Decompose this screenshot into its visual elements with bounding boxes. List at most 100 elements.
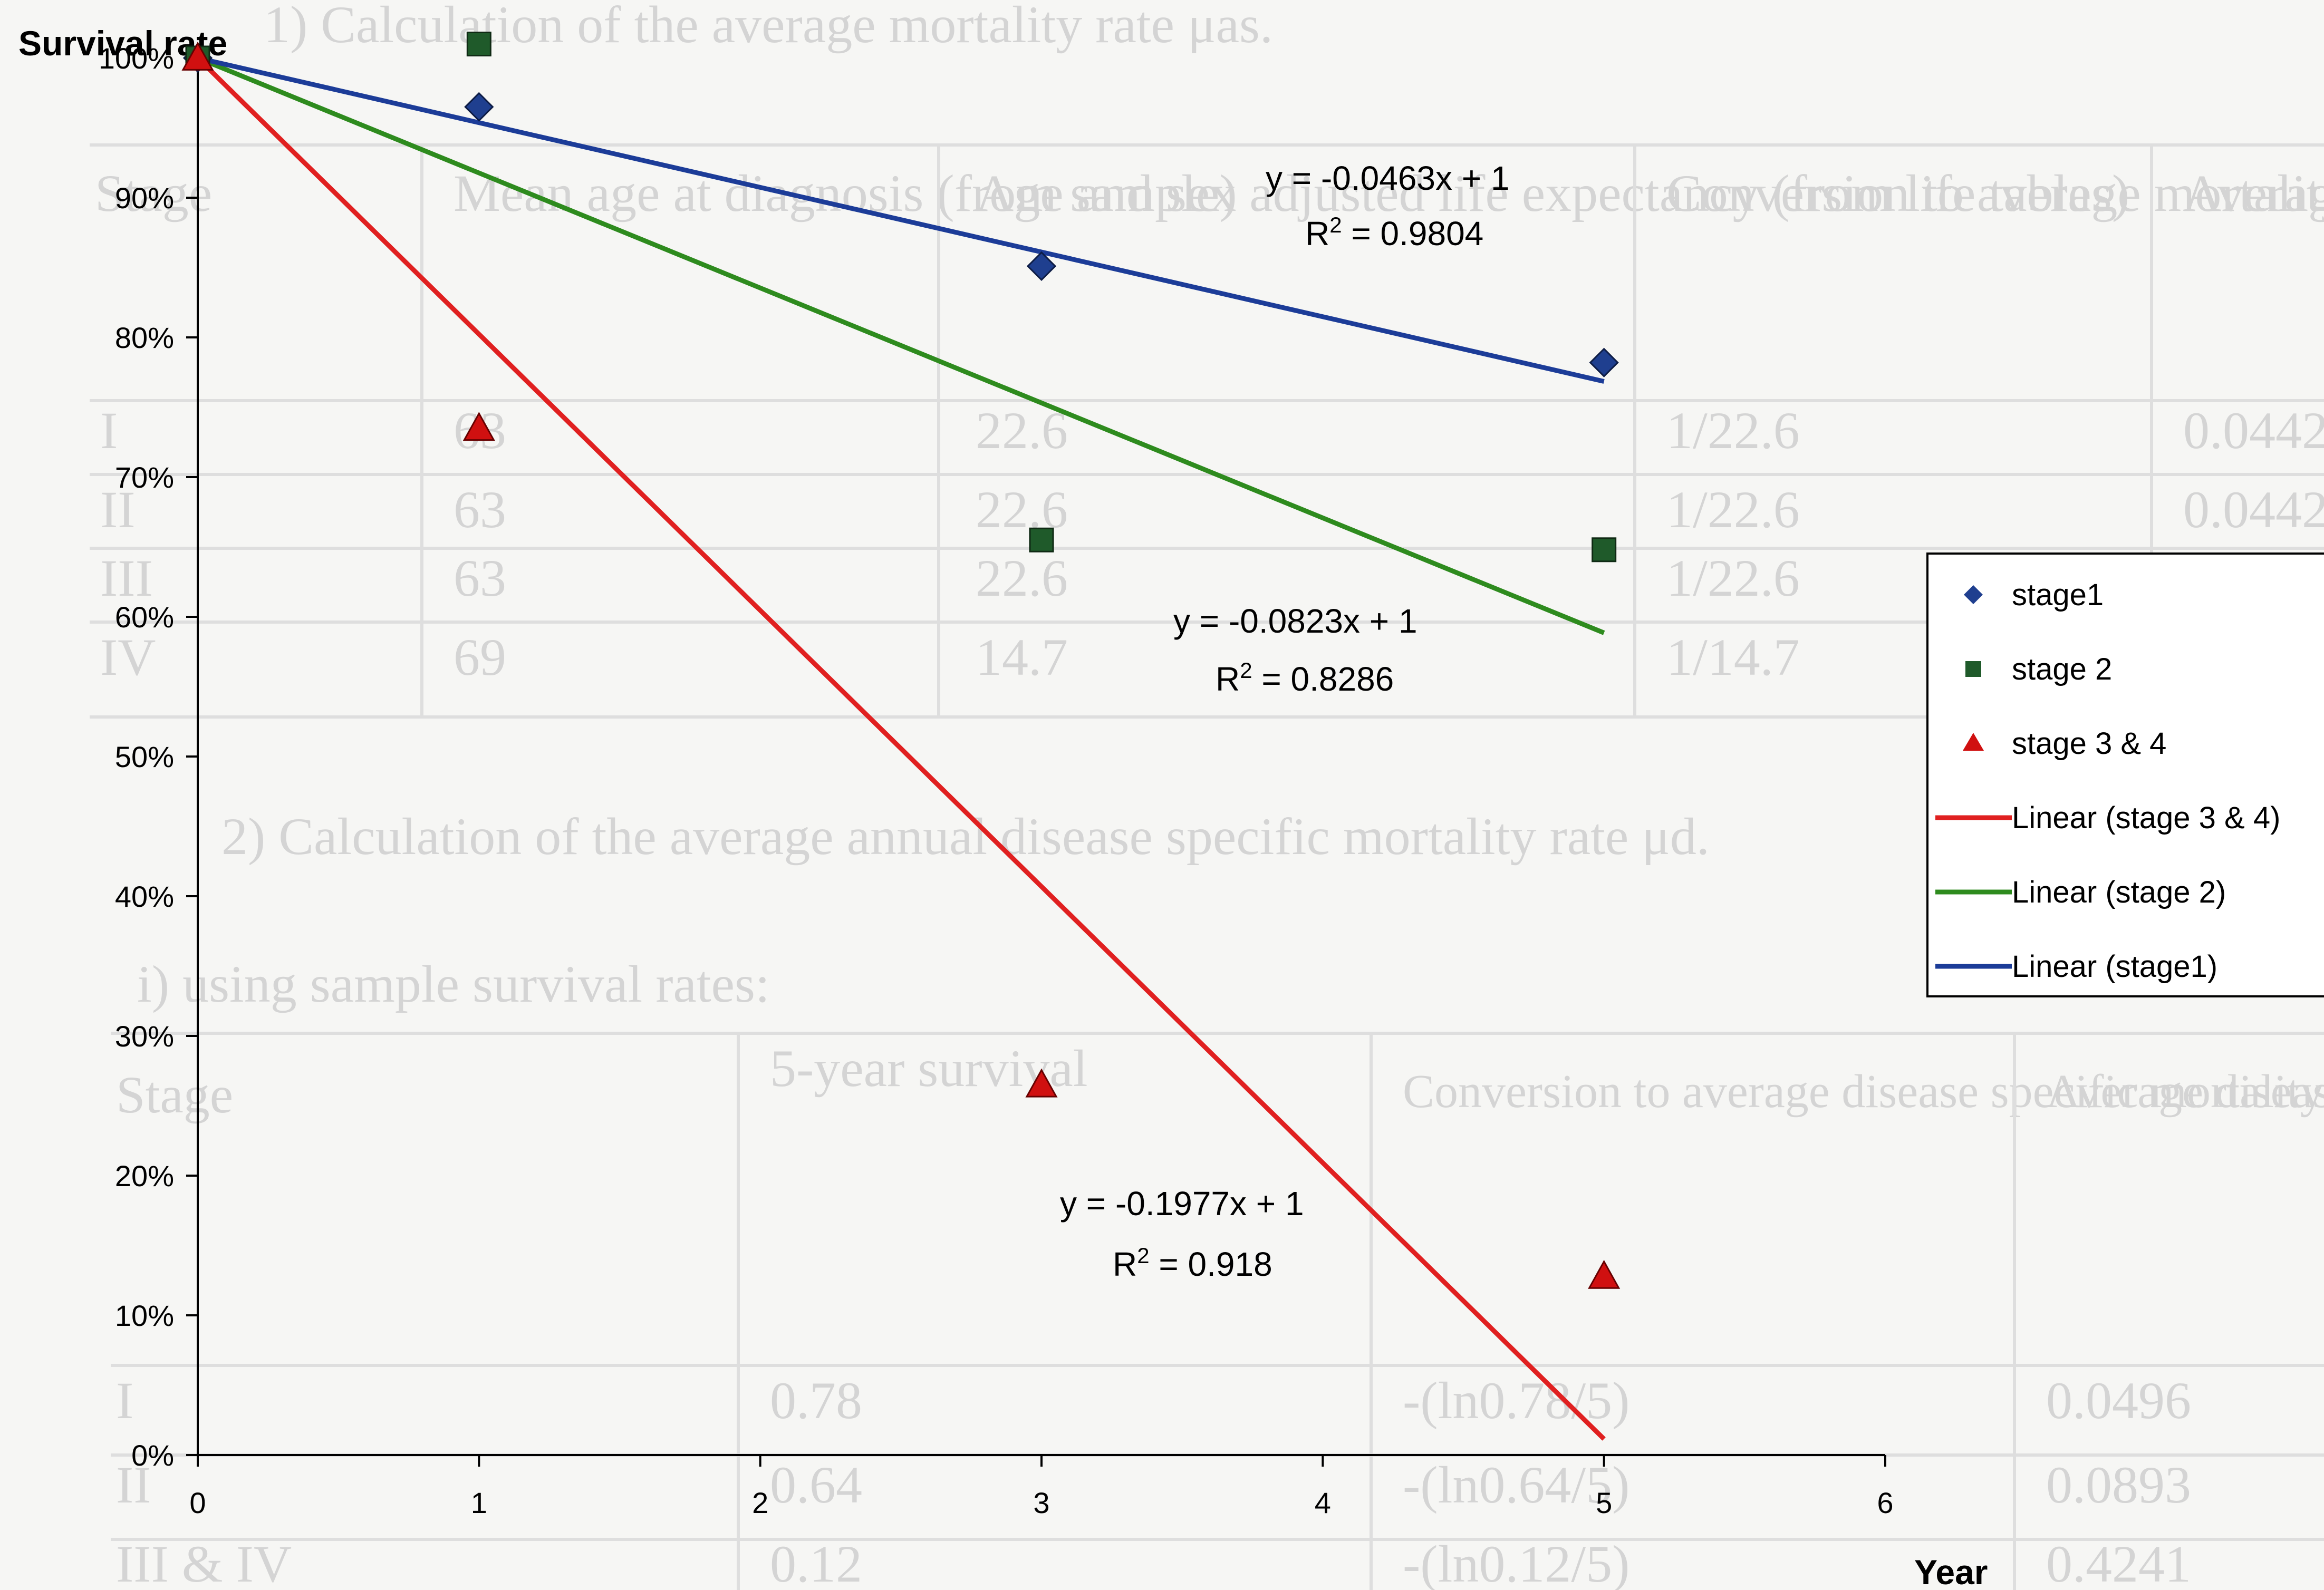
background-text: -(ln0.78/5): [1403, 1371, 1629, 1430]
x-axis-title: Year: [1914, 1553, 1988, 1590]
legend-marker-triangle: [1963, 733, 1984, 751]
background-text: 1/22.6: [1666, 480, 1800, 539]
legend-marker-diamond: [1964, 585, 1983, 604]
background-text: Conversion to average mortality rate: [1666, 164, 2324, 222]
background-text: Age and sex adjusted life expectancy (fr…: [976, 164, 2129, 222]
y-tick-label: 0%: [131, 1439, 174, 1472]
x-tick-label: 4: [1315, 1486, 1331, 1519]
y-tick-label: 70%: [115, 461, 174, 494]
background-text: II: [116, 1456, 151, 1514]
x-tick-label: 5: [1596, 1486, 1612, 1519]
trendline: [197, 55, 1605, 384]
x-tick-label: 1: [471, 1486, 487, 1519]
background-text: 63: [454, 549, 506, 607]
x-tick-label: 3: [1033, 1486, 1049, 1519]
y-tick-label: 20%: [115, 1159, 174, 1192]
trendline: [196, 56, 1606, 1441]
background-text: 0.78: [770, 1371, 862, 1430]
background-text: 0.4241: [2046, 1535, 2191, 1590]
data-point: [464, 92, 494, 122]
y-tick-label: 50%: [115, 740, 174, 773]
background-text: 1/14.7: [1666, 628, 1800, 686]
y-tick-label: 40%: [115, 880, 174, 913]
y-tick-label: 100%: [99, 42, 174, 75]
background-text: 0.0442: [2183, 401, 2324, 460]
background-text: III: [100, 549, 153, 607]
background-text: 1) Calculation of the average mortality …: [264, 0, 1273, 54]
data-point: [462, 412, 495, 441]
background-text: 0.0442: [2183, 480, 2324, 539]
r-squared-exponent: 2: [1137, 1243, 1149, 1268]
legend-label: Linear (stage1): [2012, 949, 2217, 984]
x-tick-label: 0: [189, 1486, 206, 1519]
trendline-equation: y = -0.0463x + 1: [1266, 159, 1510, 197]
background-text: i) using sample survival rates:: [137, 955, 770, 1013]
r-squared-symbol: R: [1216, 660, 1240, 698]
background-text: -(ln0.64/5): [1403, 1456, 1629, 1514]
trendline: [197, 55, 1605, 635]
y-tick-label: 60%: [115, 600, 174, 634]
r-squared-value: = 0.8286: [1252, 660, 1394, 698]
background-text: 0.12: [770, 1535, 862, 1590]
background-text: 2) Calculation of the average annual dis…: [221, 807, 1710, 866]
background-text: Stage: [95, 164, 212, 222]
r-squared-exponent: 2: [1240, 658, 1252, 683]
background-text: Conversion to average disease specific m…: [1403, 1065, 2324, 1118]
background-text: 22.6: [976, 480, 1068, 539]
r-squared-symbol: R: [1113, 1245, 1137, 1283]
background-text: Mean age at diagnosis (from sample): [454, 164, 1237, 222]
trendline-equation: y = -0.0823x + 1: [1173, 602, 1417, 640]
data-point: [1026, 251, 1057, 281]
background-text: 22.6: [976, 549, 1068, 607]
y-tick-label: 80%: [115, 321, 174, 354]
legend-marker-square: [1965, 661, 1981, 677]
r-squared-value: = 0.918: [1150, 1245, 1272, 1283]
trendline-r-squared: R2 = 0.8286: [1216, 658, 1394, 698]
data-point: [1589, 347, 1619, 377]
y-tick-label: 10%: [115, 1299, 174, 1332]
trendline-r-squared: R2 = 0.918: [1113, 1243, 1272, 1283]
legend-label: Linear (stage 3 & 4): [2012, 801, 2280, 835]
background-text: 14.7: [976, 628, 1068, 686]
data-point: [1029, 527, 1054, 552]
background-text: IV: [100, 628, 156, 686]
trendline-r-squared: R2 = 0.9804: [1305, 212, 1483, 253]
background-text: 22.6: [976, 401, 1068, 460]
background-text: 0.64: [770, 1456, 862, 1514]
legend-box: [1926, 552, 2324, 997]
background-text: Average disease specific mortality rate: [2046, 1065, 2324, 1118]
x-tick-label: 6: [1877, 1486, 1893, 1519]
background-text: I: [100, 401, 118, 460]
data-point: [181, 41, 214, 71]
legend-label: stage 2: [2012, 652, 2112, 686]
background-text: III & IV: [116, 1535, 292, 1590]
background-text: 0.0893: [2046, 1456, 2191, 1514]
background-text: II: [100, 480, 136, 539]
data-point: [466, 32, 491, 56]
r-squared-exponent: 2: [1329, 212, 1342, 237]
data-point: [1592, 537, 1617, 563]
background-text: 1/22.6: [1666, 401, 1800, 460]
r-squared-value: = 0.9804: [1342, 215, 1484, 253]
background-text: 69: [454, 628, 506, 686]
trendline-equation: y = -0.1977x + 1: [1060, 1185, 1304, 1223]
legend-label: stage1: [2012, 578, 2104, 612]
data-point: [1588, 1259, 1621, 1289]
x-tick-label: 2: [752, 1486, 768, 1519]
y-tick-label: 90%: [115, 181, 174, 215]
background-text: Stage: [116, 1065, 233, 1124]
legend: stage1 stage 2 stage 3 & 4 Linear (stage 3 …: [1926, 552, 2324, 997]
background-text: I: [116, 1371, 133, 1430]
background-text: 0.0496: [2046, 1371, 2191, 1430]
background-text: 63: [454, 480, 506, 539]
background-text: -(ln0.12/5): [1403, 1535, 1629, 1590]
legend-label: stage 3 & 4: [2012, 726, 2166, 761]
data-point: [1025, 1068, 1058, 1098]
legend-label: Linear (stage 2): [2012, 875, 2226, 909]
r-squared-symbol: R: [1305, 215, 1329, 253]
background-text: Average mortality μas: [2183, 164, 2324, 222]
background-text: 1/22.6: [1666, 549, 1800, 607]
y-tick-label: 30%: [115, 1020, 174, 1053]
